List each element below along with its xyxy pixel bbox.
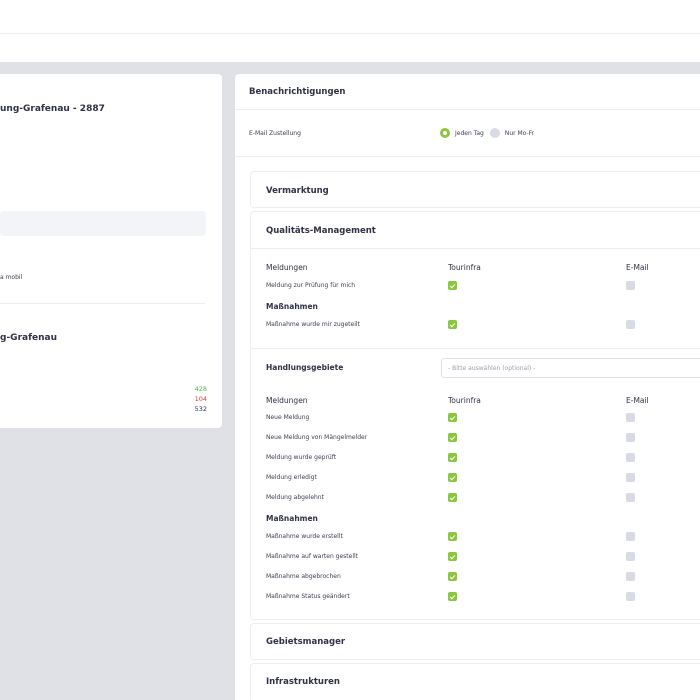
email-delivery-options: Jeden Tag Nur Mo-Fr: [440, 128, 534, 138]
section-infrastrukturen[interactable]: Infrastrukturen: [250, 663, 700, 700]
stat-total: 532: [194, 405, 207, 413]
checkbox-tourinfra[interactable]: [448, 532, 457, 541]
checkbox-email[interactable]: [626, 552, 635, 561]
row-label: Maßnahme wurde mir zugeteilt: [266, 321, 360, 328]
col-tourinfra: Tourinfra: [448, 396, 481, 405]
checkbox-email[interactable]: [626, 281, 635, 290]
stat-red: 104: [194, 395, 207, 403]
checkbox-tourinfra[interactable]: [448, 493, 457, 502]
checkbox-email[interactable]: [626, 453, 635, 462]
row-label: Maßnahme abgebrochen: [266, 573, 341, 580]
col-tourinfra: Tourinfra: [448, 263, 481, 272]
radio-nur-mo-fr[interactable]: [489, 128, 500, 138]
checkbox-email[interactable]: [626, 532, 635, 541]
col-email: E-Mail: [626, 263, 649, 272]
divider: [0, 303, 205, 304]
row-label: Meldung erledigt: [266, 474, 317, 481]
notifications-title: Benachrichtigungen: [249, 87, 346, 97]
row-label: Maßnahme wurde erstellt: [266, 533, 343, 540]
checkbox-email[interactable]: [626, 493, 635, 502]
row-label: Meldung zur Prüfung für mich: [266, 282, 356, 289]
row-label: Maßnahme auf warten gestellt: [266, 553, 359, 560]
row-label: Neue Meldung: [266, 414, 310, 421]
col-email: E-Mail: [626, 396, 649, 405]
group-massnahmen: Maßnahmen: [266, 514, 318, 523]
project-title: ung-Grafenau - 2887: [0, 104, 105, 114]
section-qualitaet-title[interactable]: Qualitäts-Management: [266, 226, 376, 236]
checkbox-tourinfra[interactable]: [448, 281, 457, 290]
checkbox-email[interactable]: [626, 320, 635, 329]
checkbox-tourinfra[interactable]: [448, 433, 457, 442]
checkbox-tourinfra[interactable]: [448, 473, 457, 482]
checkbox-email[interactable]: [626, 473, 635, 482]
email-delivery-label: E-Mail Zustellung: [249, 130, 301, 137]
divider: [251, 248, 700, 249]
checkbox-tourinfra[interactable]: [448, 413, 457, 422]
checkbox-tourinfra[interactable]: [448, 572, 457, 581]
sub-header-bar: [0, 34, 700, 62]
section-vermarktung[interactable]: Vermarktung: [250, 171, 700, 208]
handlungsgebiete-select[interactable]: - Bitte auswählen (optional) -: [441, 358, 700, 378]
row-label: Meldung wurde geprüft: [266, 454, 337, 461]
notifications-card: Benachrichtigungen E-Mail Zustellung Jed…: [235, 74, 700, 700]
radio-nur-mo-fr-label[interactable]: Nur Mo-Fr: [504, 129, 535, 137]
top-navigation-bar: [0, 0, 700, 34]
handlungsgebiete-label: Handlungsgebiete: [266, 363, 344, 372]
stat-green: 428: [194, 385, 207, 393]
checkbox-tourinfra[interactable]: [448, 320, 457, 329]
region-title: g-Grafenau: [0, 333, 57, 343]
divider: [251, 348, 700, 349]
col-meldungen: Meldungen: [266, 263, 308, 272]
checkbox-email[interactable]: [626, 592, 635, 601]
checkbox-email[interactable]: [626, 413, 635, 422]
row-label: Meldung abgelehnt: [266, 494, 324, 501]
divider: [235, 156, 700, 157]
section-gebietsmanager[interactable]: Gebietsmanager: [250, 623, 700, 660]
radio-jeden-tag-label[interactable]: Jeden Tag: [455, 129, 484, 137]
divider: [235, 109, 700, 110]
mobil-text: a mobil: [0, 274, 23, 281]
checkbox-tourinfra[interactable]: [448, 552, 457, 561]
section-vermarktung-title[interactable]: Vermarktung: [266, 186, 329, 196]
row-label: Neue Meldung von Mängelmelder: [266, 434, 368, 441]
row-label: Maßnahme Status geändert: [266, 593, 350, 600]
section-gebietsmanager-title[interactable]: Gebietsmanager: [266, 637, 346, 647]
info-field: [0, 211, 206, 236]
project-info-card: ung-Grafenau - 2887 a mobil g-Grafenau 4…: [0, 74, 222, 428]
checkbox-email[interactable]: [626, 572, 635, 581]
col-meldungen: Meldungen: [266, 396, 308, 405]
section-qualitaets-management: Qualitäts-Management Meldungen Tourinfra…: [250, 211, 700, 620]
checkbox-tourinfra[interactable]: [448, 592, 457, 601]
checkbox-email[interactable]: [626, 433, 635, 442]
section-infrastrukturen-title[interactable]: Infrastrukturen: [266, 677, 340, 687]
checkbox-tourinfra[interactable]: [448, 453, 457, 462]
radio-jeden-tag[interactable]: [440, 128, 450, 138]
group-massnahmen: Maßnahmen: [266, 302, 318, 311]
